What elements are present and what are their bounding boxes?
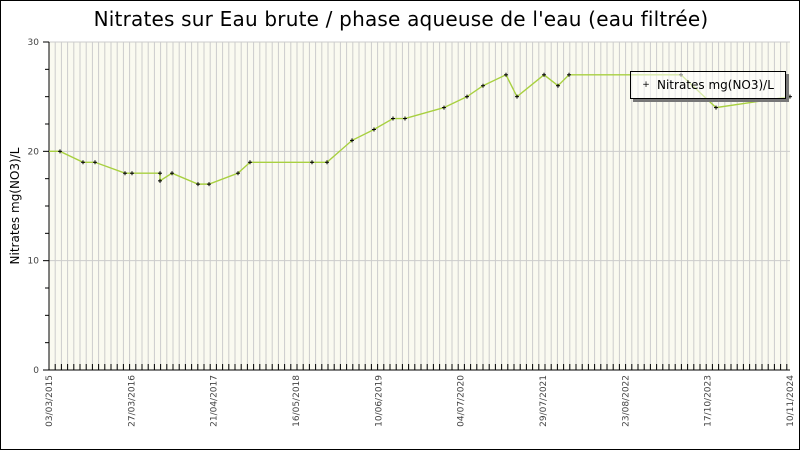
data-point-marker-icon — [130, 171, 134, 176]
data-point-marker-icon — [207, 182, 211, 187]
x-tick-label: 10/06/2019 — [374, 375, 384, 427]
data-point-marker-icon — [93, 160, 97, 165]
data-point-marker-icon — [403, 116, 407, 121]
data-point-marker-icon — [158, 178, 162, 183]
y-tick-label: 0 — [33, 366, 39, 376]
data-point-marker-icon — [515, 94, 519, 99]
y-tick-label: 20 — [28, 147, 40, 157]
data-point-marker-icon — [350, 138, 354, 143]
data-point-marker-icon — [123, 171, 127, 176]
data-point-marker-icon — [372, 127, 376, 132]
legend: + Nitrates mg(NO3)/L — [630, 71, 786, 99]
legend-label: Nitrates mg(NO3)/L — [657, 78, 774, 92]
data-point-marker-icon — [58, 149, 62, 154]
data-point-marker-icon — [248, 160, 252, 165]
data-point-marker-icon — [465, 94, 469, 99]
data-point-marker-icon — [391, 116, 395, 121]
x-tick-label: 27/03/2016 — [127, 375, 137, 427]
x-tick-label: 29/07/2021 — [539, 375, 549, 427]
data-point-marker-icon — [481, 83, 485, 88]
data-point-marker-icon — [170, 171, 174, 176]
x-tick-label: 17/10/2023 — [704, 375, 714, 427]
data-point-marker-icon — [81, 160, 85, 165]
legend-marker-icon: + — [642, 79, 650, 90]
y-axis-title: Nitrates mg(NO3)/L — [8, 147, 22, 264]
data-point-marker-icon — [567, 72, 571, 77]
data-point-marker-icon — [236, 171, 240, 176]
x-tick-label: 16/05/2018 — [292, 375, 302, 427]
data-point-marker-icon — [325, 160, 329, 165]
x-tick-label: 21/04/2017 — [210, 375, 220, 427]
x-tick-label: 10/11/2024 — [786, 375, 796, 427]
data-point-marker-icon — [196, 182, 200, 187]
data-point-marker-icon — [556, 83, 560, 88]
data-point-marker-icon — [158, 171, 162, 176]
data-point-marker-icon — [788, 94, 792, 99]
x-tick-label: 23/08/2022 — [621, 375, 631, 427]
data-point-marker-icon — [310, 160, 314, 165]
data-point-marker-icon — [542, 72, 546, 77]
chart-title: Nitrates sur Eau brute / phase aqueuse d… — [93, 7, 709, 31]
x-tick-label: 03/03/2015 — [45, 375, 55, 427]
y-tick-label: 10 — [28, 257, 40, 267]
x-tick-label: 04/07/2020 — [457, 375, 467, 427]
data-point-marker-icon — [442, 105, 446, 110]
data-point-marker-icon — [714, 105, 718, 110]
y-tick-label: 30 — [28, 38, 40, 48]
data-point-marker-icon — [504, 72, 508, 77]
